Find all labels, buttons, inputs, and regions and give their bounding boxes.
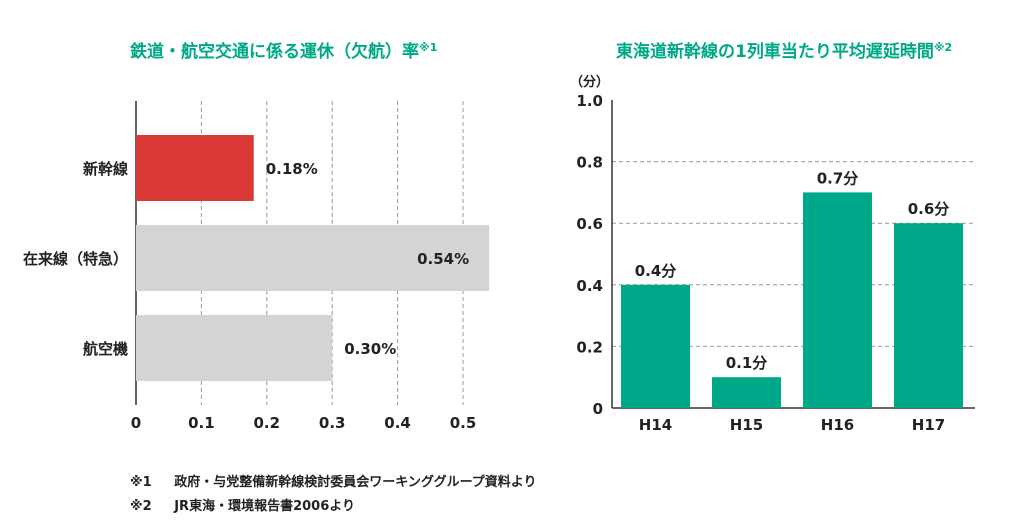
x-tick-label: 0: [131, 414, 141, 432]
category-label: 航空機: [83, 340, 128, 358]
y-axis-unit: （分）: [570, 74, 609, 90]
y-tick-label: 1.0: [576, 92, 603, 110]
category-label: 新幹線: [83, 160, 128, 178]
value-label: 0.6分: [908, 200, 950, 218]
chart-title: 東海道新幹線の1列車当たり平均遅延時間※2: [616, 41, 952, 62]
title-note: ※2: [934, 41, 952, 54]
chart-title: 鉄道・航空交通に係る運休（欠航）率※1: [130, 41, 437, 62]
bar: [803, 192, 872, 408]
bar: [621, 284, 690, 408]
footnote-text: 政府・与党整備新幹線検討委員会ワーキンググループ資料より: [174, 475, 537, 490]
value-label: 0.54%: [417, 250, 469, 268]
value-label: 0.30%: [344, 340, 396, 358]
footnote-text: JR東海・環境報告書2006より: [174, 499, 355, 514]
value-label: 0.7分: [817, 169, 859, 187]
y-tick-label: 0.4: [576, 277, 603, 295]
y-tick-label: 0.8: [576, 154, 603, 172]
x-tick-label: 0.3: [319, 414, 346, 432]
bar: [136, 315, 333, 381]
y-tick-label: 0.6: [576, 215, 603, 233]
value-label: 0.1分: [726, 354, 768, 372]
footnote-mark: ※1: [130, 475, 152, 490]
bar: [894, 223, 963, 408]
x-tick-label: 0.2: [254, 414, 281, 432]
x-tick-label: H17: [912, 416, 945, 434]
footnote-1: ※1 政府・与党整備新幹線検討委員会ワーキンググループ資料より: [130, 471, 537, 490]
x-tick-label: H16: [821, 416, 854, 434]
footnote-2: ※2 JR東海・環境報告書2006より: [130, 495, 355, 514]
x-tick-label: H14: [639, 416, 672, 434]
bar: [712, 377, 781, 408]
x-tick-label: 0.1: [188, 414, 215, 432]
y-tick-label: 0: [593, 400, 603, 418]
x-tick-label: 0.5: [450, 414, 477, 432]
footnote-mark: ※2: [130, 499, 152, 514]
category-label: 在来線（特急）: [23, 250, 128, 268]
bar: [136, 225, 490, 291]
value-label: 0.4分: [635, 262, 677, 280]
title-note: ※1: [419, 41, 437, 54]
x-tick-label: H15: [730, 416, 763, 434]
x-tick-label: 0.4: [384, 414, 411, 432]
bar: [136, 135, 254, 201]
value-label: 0.18%: [266, 160, 318, 178]
y-tick-label: 0.2: [576, 338, 603, 356]
